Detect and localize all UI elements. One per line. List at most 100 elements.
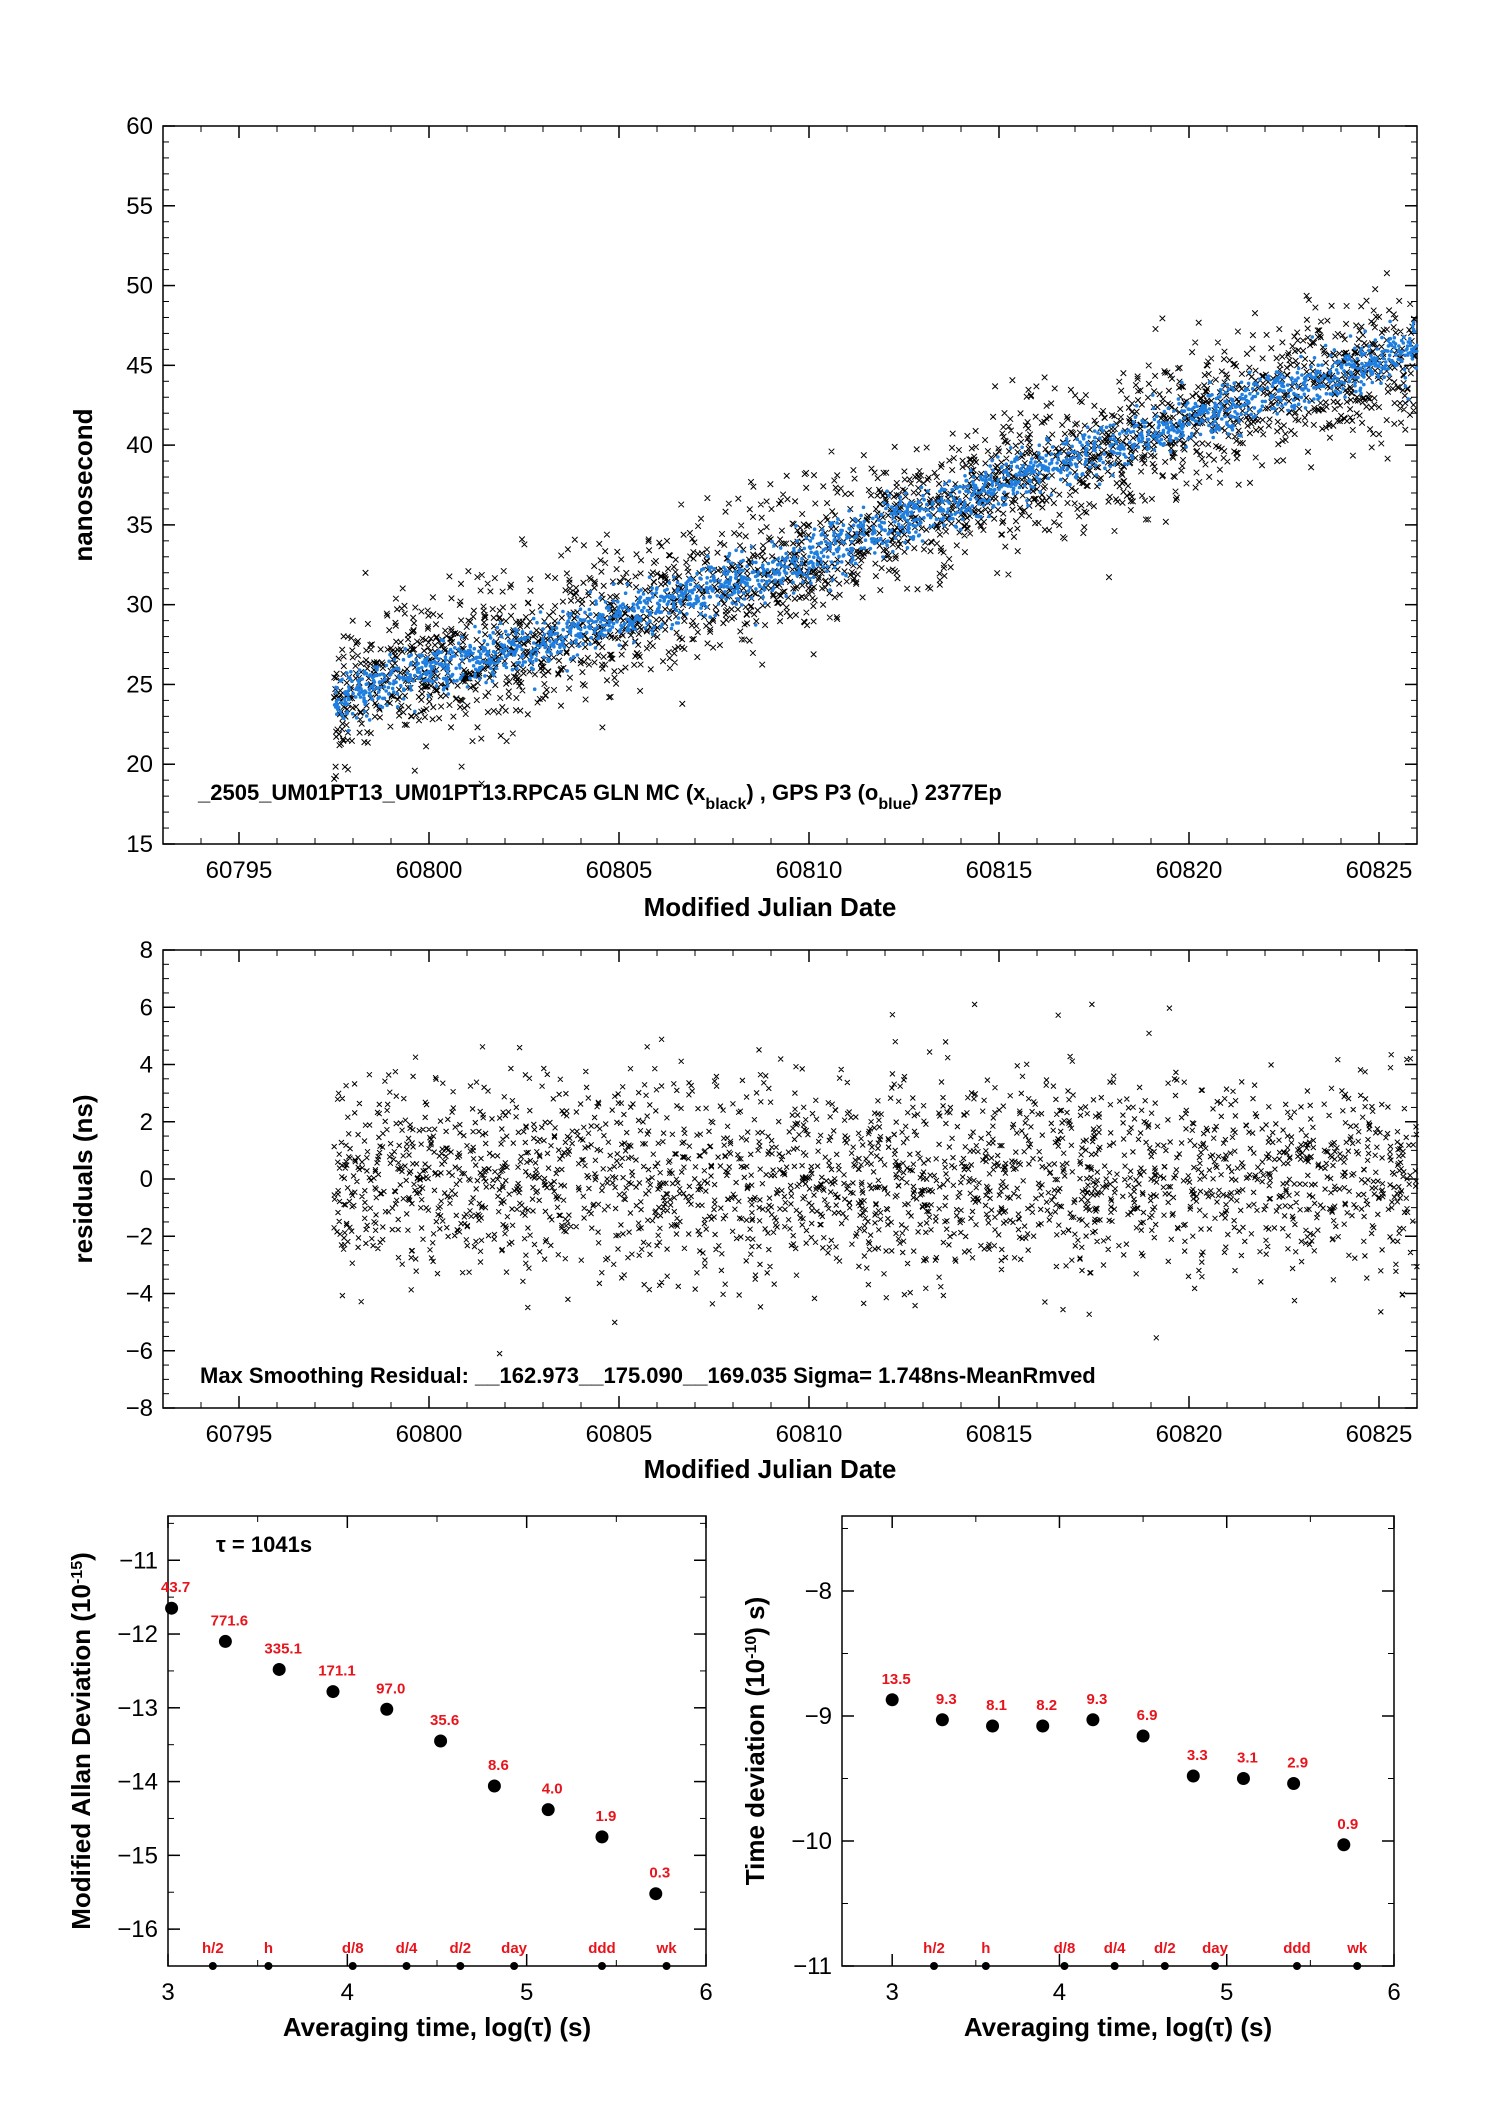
gps-point xyxy=(1359,366,1363,371)
gps-point xyxy=(348,676,352,680)
gps-point xyxy=(1260,387,1264,391)
gps-point xyxy=(1243,387,1248,391)
gps-point xyxy=(1000,464,1004,469)
gps-point xyxy=(618,613,623,618)
gps-point xyxy=(1275,402,1280,407)
gps-point xyxy=(332,703,337,707)
gps-point xyxy=(631,602,636,606)
gps-point xyxy=(1379,370,1383,374)
gps-point xyxy=(387,692,391,696)
gps-point xyxy=(972,489,977,494)
gps-point xyxy=(1231,424,1236,428)
gps-point xyxy=(338,710,343,714)
gps-point xyxy=(806,561,811,566)
gps-point xyxy=(375,668,379,672)
gps-point xyxy=(626,623,631,628)
gps-point xyxy=(1414,343,1419,348)
y-tick-label: 2 xyxy=(140,1109,153,1136)
gps-point xyxy=(468,650,473,654)
gps-point xyxy=(1001,482,1006,487)
gps-point xyxy=(1405,347,1409,351)
gps-point xyxy=(1046,466,1051,470)
gps-point xyxy=(531,616,536,621)
gps-point xyxy=(937,508,941,512)
gps-point xyxy=(893,510,897,514)
gps-point xyxy=(534,652,538,656)
y-axis-title: Time deviation (10-10) s) xyxy=(740,1597,770,1886)
gps-point xyxy=(589,612,593,616)
gps-point xyxy=(643,626,648,630)
gps-point xyxy=(1150,393,1155,397)
gps-point xyxy=(1359,380,1363,384)
gps-point xyxy=(1381,356,1386,361)
y-tick-label: −11 xyxy=(119,1547,158,1574)
gps-point xyxy=(844,533,849,537)
gps-point xyxy=(1386,367,1390,371)
gps-point xyxy=(1006,473,1011,478)
gps-point xyxy=(1124,455,1128,459)
gps-point xyxy=(1168,434,1173,439)
gps-point xyxy=(1342,381,1346,386)
gps-point xyxy=(506,633,510,637)
gps-point xyxy=(1283,402,1288,406)
gps-point xyxy=(1175,437,1179,441)
gps-point xyxy=(554,626,559,630)
gps-point xyxy=(578,631,583,636)
gps-point xyxy=(1231,388,1236,393)
gps-point xyxy=(530,661,535,665)
gps-point xyxy=(1291,380,1295,385)
deviation-point xyxy=(380,1702,394,1716)
gps-point xyxy=(565,625,570,629)
gps-point xyxy=(1136,436,1141,441)
gps-point xyxy=(706,554,710,559)
gps-point xyxy=(942,523,946,527)
gps-point xyxy=(446,666,451,670)
gps-point xyxy=(1414,366,1418,370)
gps-point xyxy=(1216,413,1221,418)
gps-point xyxy=(1355,356,1360,361)
gps-point xyxy=(1066,451,1071,455)
gps-point xyxy=(980,486,985,491)
gps-point xyxy=(906,528,910,533)
gps-point xyxy=(1059,477,1063,482)
y-tick-label: −8 xyxy=(805,1578,832,1605)
gps-point xyxy=(971,492,976,497)
gps-point xyxy=(956,504,960,509)
gps-point xyxy=(1302,392,1307,397)
gps-point xyxy=(650,591,654,596)
deviation-point-label: 97.0 xyxy=(376,1680,405,1697)
gps-point xyxy=(1373,364,1377,368)
gps-point xyxy=(1061,459,1066,463)
gps-point xyxy=(569,640,574,645)
gps-point xyxy=(340,713,344,717)
gps-point xyxy=(1242,396,1247,401)
gps-point xyxy=(1336,371,1340,375)
gps-point xyxy=(825,541,830,546)
gps-point xyxy=(1235,412,1240,416)
gps-point xyxy=(851,523,856,528)
gps-point xyxy=(987,514,991,519)
gps-point xyxy=(611,599,616,603)
gps-point xyxy=(675,580,680,585)
gps-point xyxy=(957,490,962,494)
gps-point xyxy=(958,511,963,515)
gps-point xyxy=(1358,388,1362,393)
gps-point xyxy=(509,642,514,646)
gps-point xyxy=(1132,424,1137,429)
gps-point xyxy=(387,659,391,664)
gps-point xyxy=(732,588,736,592)
gps-point xyxy=(930,500,935,504)
gps-point xyxy=(607,604,611,609)
gps-point xyxy=(1154,437,1158,442)
gps-point xyxy=(1187,407,1191,412)
gps-point xyxy=(1020,445,1024,450)
gps-point xyxy=(665,587,669,592)
gps-point xyxy=(947,479,952,483)
gps-point xyxy=(1009,484,1013,489)
gps-point xyxy=(1151,434,1155,439)
gps-point xyxy=(1131,429,1136,434)
gps-point xyxy=(1017,485,1022,490)
gps-point xyxy=(547,658,552,662)
deviation-point-label: 13.5 xyxy=(882,1671,911,1688)
gps-point xyxy=(1126,428,1131,433)
